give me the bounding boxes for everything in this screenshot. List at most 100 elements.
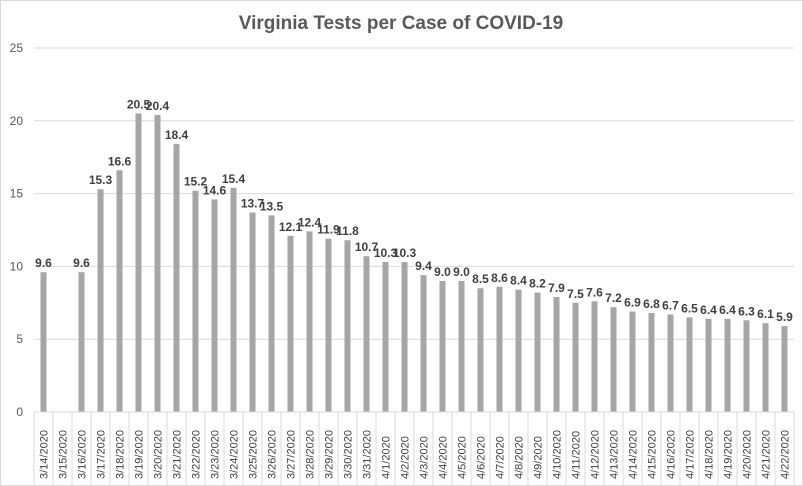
bar (249, 212, 256, 412)
data-label: 6.9 (624, 296, 641, 310)
x-tick-label: 3/23/2020 (210, 430, 222, 479)
bar (97, 189, 104, 412)
bar (230, 187, 237, 412)
y-axis-tick-labels: 0 5 10 15 20 25 (10, 41, 24, 419)
x-tick-label: 4/21/2020 (761, 430, 773, 479)
data-label: 7.2 (605, 291, 622, 305)
data-label-layer: 9.6 9.6 15.3 16.6 20.520.4 18.4 15.214.615.4 13… (35, 98, 793, 325)
x-tick-label: 4/14/2020 (628, 430, 640, 479)
bar (439, 280, 446, 412)
bar (762, 323, 769, 412)
x-tick-label: 4/20/2020 (742, 430, 754, 479)
x-tick-label: 4/15/2020 (647, 430, 659, 479)
bar (287, 235, 294, 412)
x-tick-label: 4/2/2020 (400, 436, 412, 479)
bar (477, 288, 484, 412)
bar (382, 262, 389, 412)
x-tick-label: 4/12/2020 (590, 430, 602, 479)
x-tick-label: 4/6/2020 (476, 436, 488, 479)
x-axis-tick-labels: 3/14/2020 3/15/2020 3/16/2020 3/17/2020 3/18… (39, 430, 792, 479)
x-axis-layer (33, 411, 795, 485)
grid-layer (34, 47, 794, 340)
x-tick-label: 3/28/2020 (305, 430, 317, 479)
data-label: 10.7 (355, 240, 379, 254)
x-tick-label: 3/29/2020 (324, 430, 336, 479)
data-label: 14.6 (203, 183, 227, 197)
bar (192, 190, 199, 412)
bar (268, 215, 275, 412)
bar (173, 144, 180, 412)
data-label: 16.6 (108, 154, 132, 168)
bar (211, 199, 218, 412)
data-label: 9.4 (415, 259, 432, 273)
x-tick-label: 3/19/2020 (134, 430, 146, 479)
x-tick-label: 4/17/2020 (685, 430, 697, 479)
x-tick-label: 4/7/2020 (495, 436, 507, 479)
data-label: 9.6 (73, 256, 90, 270)
y-tick-label: 15 (10, 187, 24, 201)
data-label: 6.7 (662, 298, 679, 312)
data-label: 15.3 (89, 173, 113, 187)
data-label: 13.7 (241, 197, 265, 211)
bar (135, 113, 142, 413)
data-label: 10.3 (374, 246, 398, 260)
data-label: 6.4 (719, 303, 736, 317)
bar (705, 318, 712, 412)
bar (325, 238, 332, 412)
y-tick-label: 25 (10, 41, 24, 55)
data-label: 20.4 (146, 99, 170, 113)
data-label: 9.0 (434, 265, 451, 279)
data-label: 9.6 (35, 256, 52, 270)
data-label: 7.6 (586, 285, 603, 299)
x-tick-label: 3/31/2020 (362, 430, 374, 479)
x-tick-label: 3/26/2020 (267, 430, 279, 479)
bar (154, 114, 161, 412)
data-label: 12.1 (279, 220, 303, 234)
x-tick-label: 4/1/2020 (381, 436, 393, 479)
data-label: 6.8 (643, 297, 660, 311)
data-label: 11.8 (336, 224, 359, 238)
x-tick-label: 4/5/2020 (457, 436, 469, 479)
data-label: 20.5 (127, 98, 151, 112)
x-tick-label: 3/14/2020 (39, 430, 51, 479)
bar (743, 320, 750, 412)
data-label: 11.9 (317, 223, 340, 237)
data-label: 6.1 (757, 307, 774, 321)
data-label: 8.5 (472, 272, 489, 286)
bar (572, 302, 579, 412)
data-label: 6.3 (738, 304, 755, 318)
x-tick-label: 4/4/2020 (438, 436, 450, 479)
x-tick-label: 4/10/2020 (552, 430, 564, 479)
bar (629, 311, 636, 412)
y-tick-label: 20 (10, 114, 24, 128)
data-label: 6.4 (700, 303, 717, 317)
bar (363, 256, 370, 412)
x-tick-label: 3/24/2020 (229, 430, 241, 479)
bar (648, 312, 655, 412)
bar (724, 318, 731, 412)
bar (515, 289, 522, 412)
data-label: 18.4 (165, 128, 189, 142)
data-label: 6.5 (681, 301, 698, 315)
bar-layer (40, 113, 788, 413)
data-label: 10.3 (393, 246, 417, 260)
data-label: 8.2 (529, 277, 546, 291)
bar (496, 286, 503, 412)
bar (420, 275, 427, 412)
bar (667, 314, 674, 412)
y-tick-label: 5 (16, 332, 23, 346)
data-label: 8.6 (491, 271, 508, 285)
data-label: 13.5 (260, 199, 284, 213)
bar (344, 240, 351, 412)
data-label: 7.5 (567, 287, 584, 301)
y-tick-label: 10 (10, 259, 24, 273)
x-tick-label: 4/13/2020 (609, 430, 621, 479)
bar (458, 280, 465, 412)
bar (781, 326, 788, 412)
data-label: 7.9 (548, 281, 565, 295)
y-tick-label: 0 (16, 405, 23, 419)
x-tick-label: 3/15/2020 (58, 430, 70, 479)
bar (610, 307, 617, 412)
